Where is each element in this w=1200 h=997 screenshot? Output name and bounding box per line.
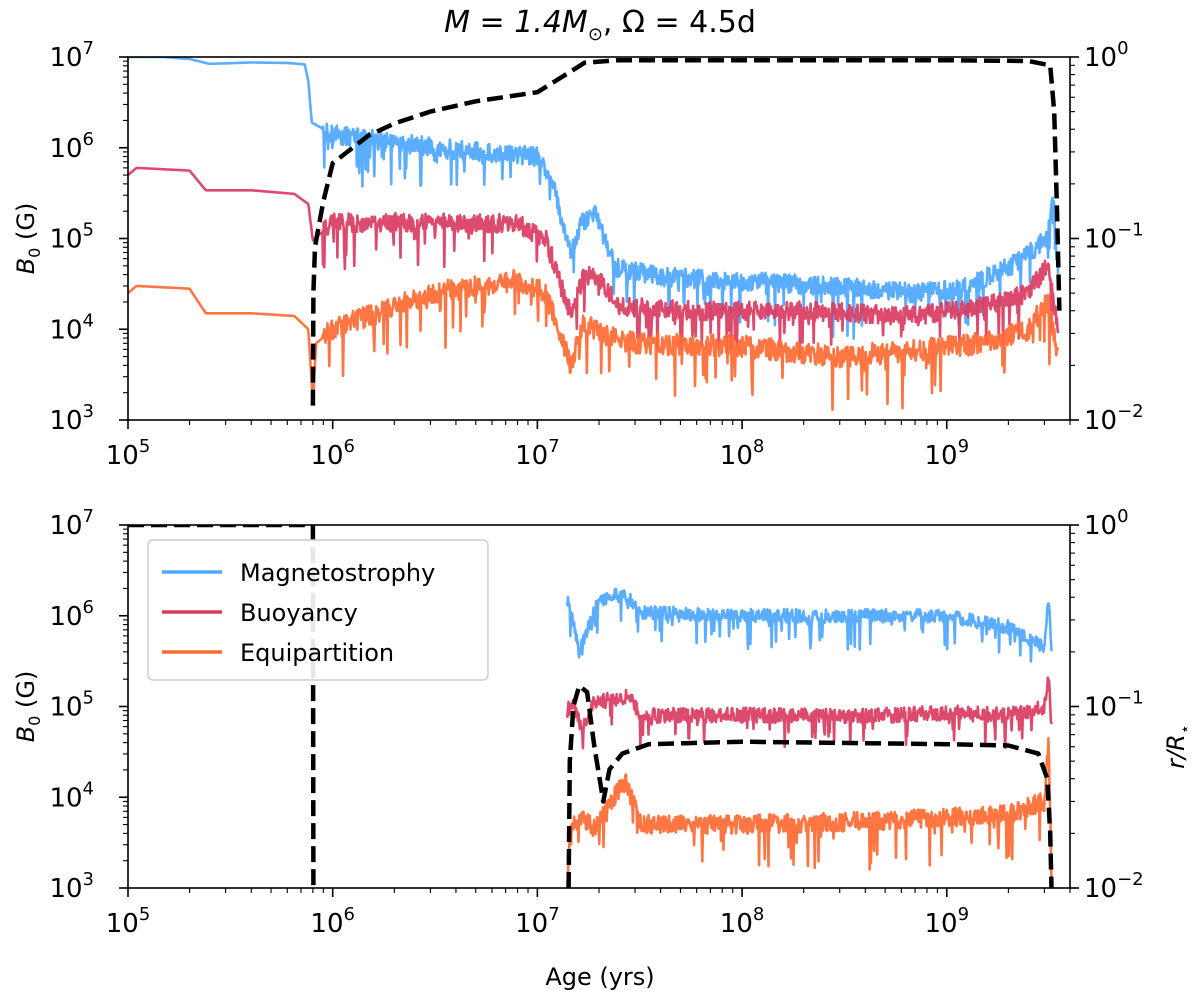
series-equipartition	[566, 736, 1053, 888]
y-tick-label: 107	[49, 506, 94, 541]
y-tick-label: 105	[49, 220, 94, 255]
plot-area	[128, 525, 1054, 888]
x-tick-label: 107	[515, 904, 560, 939]
y2-tick-label: 10−1	[1084, 688, 1144, 723]
series-buoyancy	[566, 676, 1053, 750]
y2-tick-label: 10−2	[1084, 401, 1144, 436]
series-core-radius-line	[310, 57, 1062, 406]
x-tick-label: 107	[515, 436, 560, 471]
x-tick-label: 108	[720, 904, 765, 939]
y-axis-label: B0 (G)	[12, 671, 44, 743]
series-magnetostrophy	[566, 587, 1053, 663]
legend-label: Buoyancy	[240, 599, 358, 627]
y-tick-label: 104	[49, 778, 94, 813]
y2-tick-label: 100	[1084, 38, 1129, 73]
y2-tick-label: 10−2	[1084, 869, 1144, 904]
y-tick-label: 103	[49, 401, 94, 436]
axes-frame	[127, 56, 1071, 421]
bottom-panel: 105 106 107 108 109 103 104 105 106 107 10−2 10−1 10…	[12, 506, 1194, 939]
x-tick-label: 106	[310, 436, 355, 471]
y-tick-label: 105	[49, 688, 94, 723]
legend-label: Equipartition	[240, 639, 394, 667]
series-equipartition	[128, 268, 1060, 411]
y-tick-label: 104	[49, 310, 94, 345]
y2-axis-label: r/R⋆	[1162, 724, 1194, 769]
x-tick-label: 109	[924, 904, 969, 939]
x-tick-label: 109	[924, 436, 969, 471]
y-axis-label: B0 (G)	[12, 203, 44, 275]
y-tick-label: 106	[49, 597, 94, 632]
x-axis-label: Age (yrs)	[545, 963, 654, 991]
series-buoyancy	[128, 166, 1060, 359]
x-tick-label: 105	[106, 436, 151, 471]
y-tick-label: 107	[49, 38, 94, 73]
y-tick-label: 106	[49, 129, 94, 164]
x-tick-label: 108	[720, 436, 765, 471]
x-tick-label: 105	[106, 904, 151, 939]
legend-box	[147, 539, 489, 681]
top-panel: 105 106 107 108 109 103 104 105 106 107 10−2 10−1 10…	[12, 38, 1144, 471]
plot-area	[128, 57, 1062, 411]
y2-tick-label: 100	[1084, 506, 1129, 541]
series-core-radius-line	[566, 683, 1054, 888]
y2-tick-label: 10−1	[1084, 220, 1144, 255]
series-magnetostrophy	[128, 57, 1060, 340]
y-tick-label: 103	[49, 869, 94, 904]
legend-label: Magnetostrophy	[240, 559, 435, 587]
legend: Magnetostrophy Buoyancy Equipartition	[147, 539, 489, 681]
x-tick-label: 106	[310, 904, 355, 939]
figure-title: M = 1.4M⊙, Ω = 4.5d	[444, 5, 756, 45]
